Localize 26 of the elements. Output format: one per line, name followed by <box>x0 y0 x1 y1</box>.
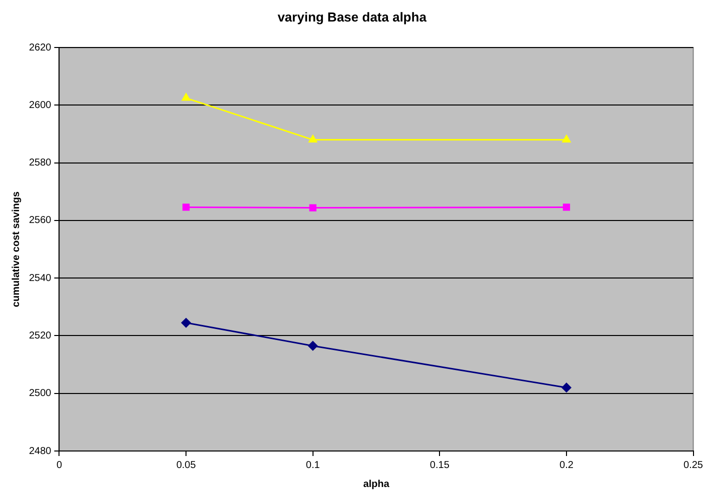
x-tick-label: 0.2 <box>560 460 574 471</box>
y-tick-label: 2480 <box>28 446 52 457</box>
chart-title: varying Base data alpha <box>278 9 428 24</box>
y-tick-label: 2560 <box>28 215 52 226</box>
y-tick-label: 2580 <box>28 158 52 169</box>
point <box>562 135 571 143</box>
x-tick-label: 0 <box>56 460 62 471</box>
point <box>308 341 318 351</box>
x-tick-label: 0.15 <box>430 460 450 471</box>
point <box>182 93 190 101</box>
y-axis-title: cumulative cost savings <box>10 191 22 308</box>
y-tick-label: 2600 <box>28 100 52 111</box>
point <box>309 204 316 212</box>
x-tick-label: 0.1 <box>306 460 320 471</box>
x-tick-label: 0.05 <box>176 460 196 471</box>
point <box>182 204 190 211</box>
y-tick-label: 2540 <box>28 272 52 284</box>
x-tick-label: 0.25 <box>684 460 704 471</box>
point <box>181 318 191 328</box>
y-tick-label: 2520 <box>28 330 52 342</box>
point <box>308 135 318 143</box>
y-tick-label: 2620 <box>28 42 52 54</box>
y-tick-label: 2500 <box>28 388 52 400</box>
point <box>562 204 570 211</box>
point <box>562 382 572 392</box>
x-axis-title: alpha <box>363 478 390 490</box>
